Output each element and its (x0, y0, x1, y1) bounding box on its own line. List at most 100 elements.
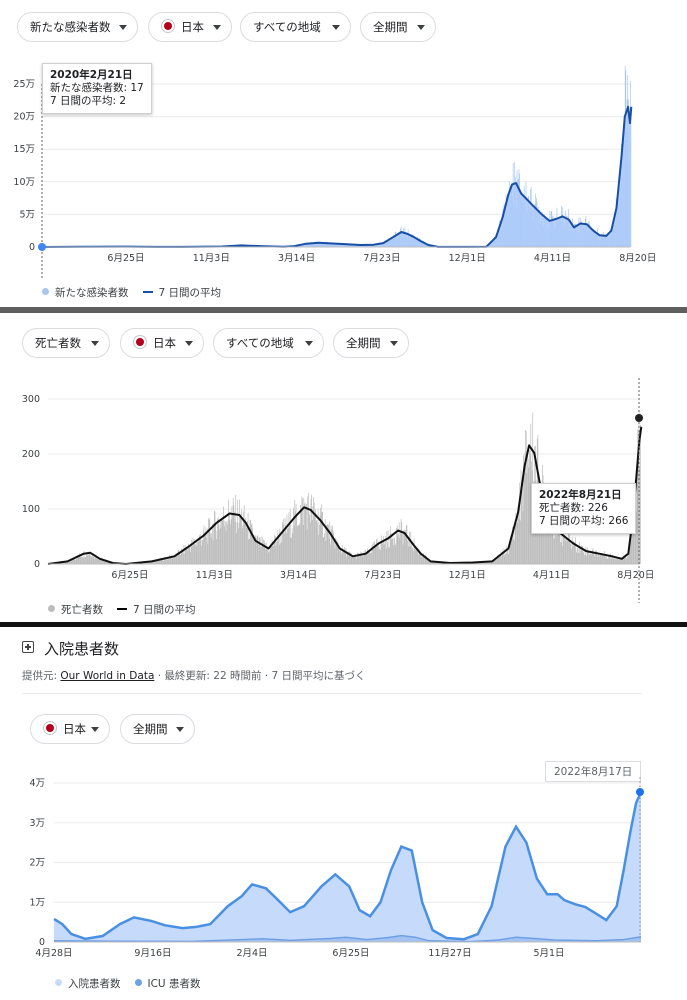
metric-dropdown[interactable]: 死亡者数 (22, 328, 110, 358)
daily-bar (258, 538, 260, 564)
daily-bar (95, 556, 97, 564)
daily-bar (399, 537, 401, 564)
region-dropdown[interactable]: すべての地域 (240, 12, 351, 42)
daily-bar (422, 556, 424, 564)
daily-bar (494, 557, 496, 564)
daily-bar (573, 544, 575, 564)
cases-chart[interactable]: 25万 20万 15万 10万 5万 0 6月25日 11月3日 3月14日 7月23日 12月1日… (0, 0, 687, 307)
daily-bar (195, 539, 197, 564)
legend-line-label: 7 日間の平均 (158, 287, 222, 299)
daily-bar (241, 528, 243, 564)
daily-bar (555, 536, 557, 564)
period-dropdown[interactable]: 全期間 (360, 12, 436, 42)
daily-bar (258, 544, 259, 564)
daily-bar (497, 555, 499, 564)
daily-bar (239, 499, 240, 564)
daily-bar (186, 546, 187, 564)
daily-bar (105, 559, 106, 564)
daily-bar (234, 521, 236, 564)
country-dropdown[interactable]: 日本 (120, 328, 204, 358)
daily-bar (153, 562, 155, 564)
daily-bar (637, 429, 639, 564)
daily-bar (240, 514, 242, 564)
period-dropdown[interactable]: 全期間 (333, 328, 409, 358)
japan-flag-icon (133, 335, 147, 349)
daily-bar (174, 556, 176, 564)
daily-bar (75, 558, 77, 564)
daily-bar (109, 562, 111, 564)
daily-bar (566, 541, 568, 564)
x-tick-label: 8月20日 (617, 570, 654, 581)
daily-bar (272, 545, 274, 564)
daily-bar (269, 544, 271, 564)
daily-bar (336, 539, 338, 564)
legend-line-label: 7 日間の平均 (133, 604, 196, 616)
deaths-chart[interactable]: 300 200 100 0 6月25日 11月3日 3月14日 7月23日 12月1日 4月11日… (0, 313, 687, 622)
daily-bar (636, 511, 637, 564)
daily-bar (282, 522, 283, 564)
daily-bar (616, 559, 618, 564)
daily-bar (344, 553, 346, 564)
daily-bar (514, 540, 515, 564)
daily-bar (247, 512, 249, 564)
country-dropdown[interactable]: 日本 (148, 12, 232, 42)
daily-bar (197, 542, 198, 564)
daily-bar (567, 538, 569, 564)
daily-bar (167, 557, 169, 564)
daily-bar (388, 547, 390, 564)
source-line: 提供元: Our World in Data · 最終更新: 22 時間前 · … (22, 668, 366, 683)
period-dropdown[interactable]: 全期間 (120, 714, 195, 744)
daily-bar (253, 535, 255, 564)
daily-bar (84, 556, 86, 564)
daily-bar (308, 492, 309, 564)
daily-bar (347, 551, 349, 564)
daily-bar (187, 550, 189, 564)
daily-bar (188, 543, 189, 564)
daily-bar (527, 458, 529, 564)
daily-bar (326, 525, 327, 564)
region-dropdown[interactable]: すべての地域 (213, 328, 324, 358)
chevron-down-icon (332, 25, 340, 30)
daily-bar (614, 558, 615, 564)
daily-bar (483, 561, 485, 564)
daily-bar (507, 548, 509, 564)
source-link[interactable]: Our World in Data (60, 670, 155, 682)
daily-bar (415, 549, 416, 564)
country-dropdown[interactable]: 日本 (30, 714, 110, 744)
daily-bar (283, 519, 285, 564)
daily-bar (79, 553, 80, 564)
daily-bar (198, 541, 200, 564)
daily-bar (158, 560, 159, 564)
x-tick-label: 4月11日 (534, 253, 571, 264)
daily-bar (250, 520, 252, 564)
daily-bar (597, 556, 598, 564)
daily-bar (60, 562, 62, 564)
daily-bar (306, 529, 308, 564)
daily-bar (355, 553, 357, 564)
expand-icon[interactable] (22, 641, 34, 653)
x-tick-label: 6月25日 (111, 570, 148, 581)
daily-bar (352, 555, 353, 564)
daily-bar (379, 547, 381, 564)
daily-bar (99, 559, 101, 564)
x-tick-label: 7月23日 (363, 253, 400, 264)
metric-dropdown[interactable]: 新たな感染者数 (17, 12, 138, 42)
daily-bar (203, 525, 205, 564)
daily-bar (378, 549, 380, 564)
daily-bar (334, 548, 336, 564)
daily-bar (323, 536, 325, 564)
daily-bar (219, 519, 221, 564)
daily-bar (346, 556, 347, 564)
daily-bar (499, 557, 500, 564)
hospital-legend: 入院患者数 ICU 患者数 (55, 976, 200, 991)
daily-bar (407, 539, 409, 564)
y-tick-label: 4万 (29, 778, 45, 789)
daily-bar (321, 511, 323, 564)
daily-bar (88, 554, 90, 564)
daily-bar (603, 555, 604, 564)
daily-bar (242, 524, 244, 564)
daily-bar (217, 518, 218, 564)
daily-bar (228, 512, 230, 564)
daily-bar (224, 526, 226, 564)
